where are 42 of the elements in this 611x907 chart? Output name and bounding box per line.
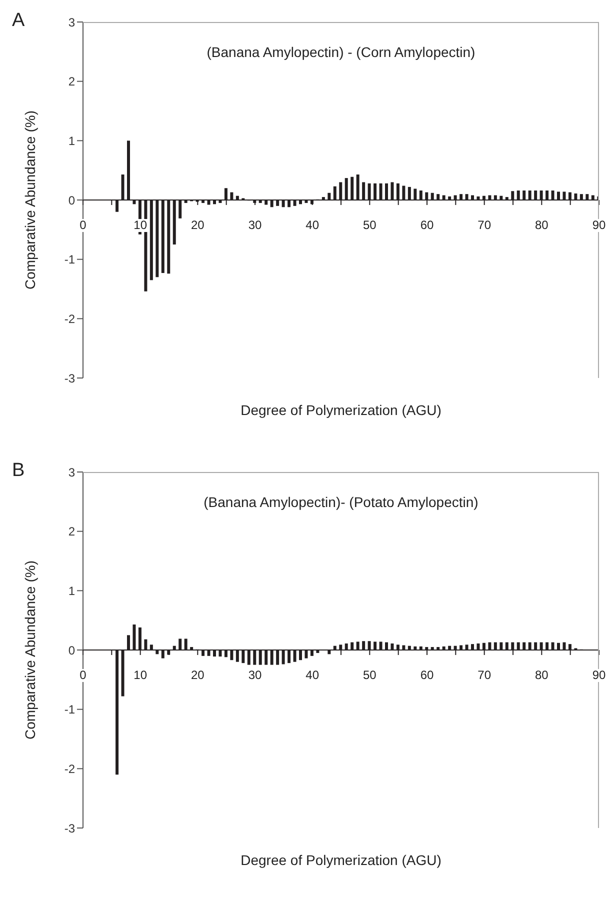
y-tick-label: -3	[64, 821, 76, 836]
y-tick-label: 3	[68, 465, 76, 480]
x-tick-label: 30	[247, 668, 263, 682]
y-tick-label: -1	[64, 252, 76, 267]
x-tick-label: 10	[132, 218, 148, 232]
x-tick-label: 80	[534, 218, 550, 232]
text: A	[12, 10, 25, 32]
y-tick-label: 2	[68, 524, 76, 539]
x-tick-label: 80	[534, 668, 550, 682]
y-tick-label: 1	[68, 134, 76, 148]
y-tick-label: -2	[64, 762, 76, 776]
y-tick-label: -2	[64, 312, 76, 326]
x-tick-label: 50	[362, 668, 378, 682]
x-tick-label: 60	[419, 218, 435, 232]
y-tick-label: 3	[68, 15, 76, 30]
x-axis-title: Degree of Polymerization (AGU)	[240, 852, 442, 868]
x-tick-label: 10	[132, 668, 148, 682]
y-tick-label: 0	[68, 643, 76, 658]
text: (Banana Amylopectin) - (Corn Amylopectin)	[206, 44, 476, 60]
x-tick-label: 60	[419, 668, 435, 682]
x-tick-label: 20	[190, 668, 206, 682]
y-axis-title: Comparative Abundance (%)	[22, 560, 38, 740]
y-tick-label: -3	[64, 371, 76, 386]
y-axis-title: Comparative Abundance (%)	[22, 110, 38, 290]
y-tick-label: 1	[68, 584, 76, 598]
x-axis-title: Degree of Polymerization (AGU)	[240, 402, 442, 418]
x-tick-label: 40	[304, 668, 320, 682]
text: B	[12, 460, 25, 482]
y-tick-label: 0	[68, 193, 76, 208]
y-tick-label: 2	[68, 74, 76, 89]
x-tick-label: 20	[190, 218, 206, 232]
x-tick-label: 0	[78, 668, 88, 682]
x-tick-label: 70	[476, 668, 492, 682]
x-tick-label: 40	[304, 218, 320, 232]
x-tick-label: 70	[476, 218, 492, 232]
x-tick-label: 90	[591, 668, 607, 682]
x-tick-label: 0	[78, 218, 88, 232]
x-tick-label: 50	[362, 218, 378, 232]
x-tick-label: 30	[247, 218, 263, 232]
x-tick-label: 90	[591, 218, 607, 232]
text: (Banana Amylopectin)- (Potato Amylopectin)	[202, 494, 480, 510]
y-tick-label: -1	[64, 702, 76, 717]
